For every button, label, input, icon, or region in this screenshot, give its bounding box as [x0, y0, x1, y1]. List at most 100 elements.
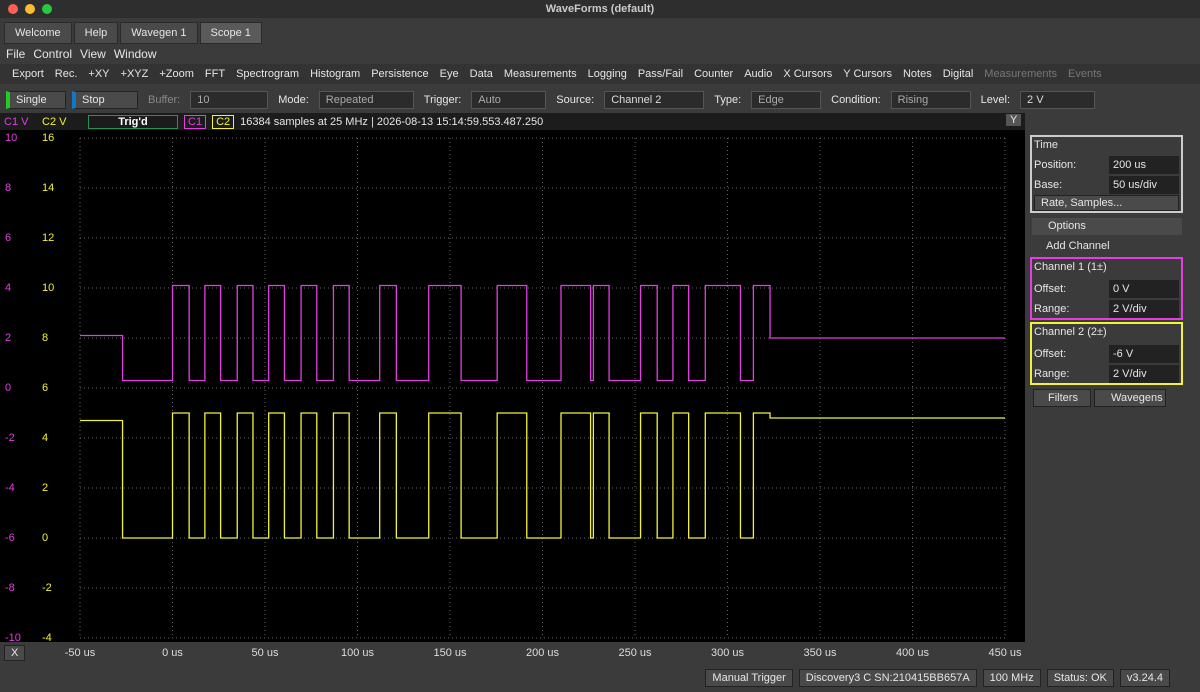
tool[interactable]: Audio — [744, 68, 773, 80]
y2-tick-label: -2 — [42, 582, 52, 594]
y-tick-label: -4 — [5, 482, 15, 494]
type[interactable]: Edge — [751, 91, 822, 109]
trace — [80, 284, 1005, 382]
y-tick-label: -8 — [5, 582, 15, 594]
add-channel[interactable]: Add Channel — [1046, 240, 1110, 252]
y2-tick-label: 0 — [42, 532, 48, 544]
minimize[interactable] — [25, 4, 35, 14]
tool[interactable]: Histogram — [310, 68, 361, 80]
channel-title: Channel 2 (2±) — [1034, 326, 1107, 338]
field-row: Range: 2 V/div — [1034, 364, 1179, 384]
y-tick-label: 6 — [5, 232, 11, 244]
x-button[interactable]: X — [4, 645, 26, 661]
y-button[interactable]: Y — [1006, 114, 1022, 126]
y2-tick-label: 8 — [42, 332, 48, 344]
tool[interactable]: Persistence — [371, 68, 429, 80]
tab[interactable]: Welcome — [4, 22, 72, 44]
trigger[interactable]: Auto — [471, 91, 547, 109]
label: Position: — [1034, 159, 1077, 171]
x-tick-label: 200 us — [526, 647, 560, 659]
options[interactable]: Options — [1032, 218, 1182, 235]
level[interactable]: 2 V — [1020, 91, 1096, 109]
source[interactable]: Channel 2 — [604, 91, 705, 109]
mode-label: Mode: — [278, 94, 309, 106]
label: Base: — [1034, 179, 1063, 191]
filters-button[interactable]: Filters — [1033, 389, 1091, 407]
tool[interactable]: Pass/Fail — [637, 68, 684, 80]
y2-tick-label: -4 — [42, 632, 52, 644]
tool[interactable]: FFT — [204, 68, 226, 80]
x-tick-label: 50 us — [252, 647, 279, 659]
menu-item[interactable]: Control — [33, 47, 73, 61]
label: Range: — [1034, 303, 1070, 315]
condition[interactable]: Rising — [890, 91, 971, 109]
condition-label: Condition: — [831, 94, 881, 106]
trigger-state: Trig'd — [88, 114, 178, 129]
range-field[interactable]: 2 V/div — [1109, 365, 1179, 383]
title-bar: WaveForms (default) — [0, 0, 1200, 18]
status: Status: OK — [1046, 669, 1114, 687]
single[interactable]: Single — [6, 91, 66, 109]
mode[interactable]: Repeated — [318, 91, 414, 109]
wavegens-button[interactable]: Wavegens — [1094, 389, 1166, 407]
tool[interactable]: +Zoom — [159, 68, 194, 80]
range-field[interactable]: 2 V/div — [1109, 300, 1179, 318]
tool[interactable]: X Cursors — [783, 68, 833, 80]
time-title: Time — [1034, 139, 1059, 151]
c1-axis-title: C1 V — [4, 115, 29, 128]
y-tick-label: 4 — [5, 282, 11, 294]
c2-badge[interactable]: C2 — [212, 114, 235, 129]
x-tick-label: 0 us — [162, 647, 183, 659]
clock[interactable]: 100 MHz — [982, 669, 1041, 687]
rate-button[interactable]: Rate, Samples... — [1034, 195, 1179, 211]
tool[interactable]: Spectrogram — [236, 68, 300, 80]
base-field[interactable]: 50 us/div — [1109, 176, 1179, 194]
trace — [80, 412, 1005, 539]
tool[interactable]: Digital — [942, 68, 974, 80]
buffer[interactable]: 10 — [190, 91, 269, 109]
y2-tick-label: 2 — [42, 482, 48, 494]
tab[interactable]: Scope 1 — [199, 22, 262, 44]
tool[interactable]: Data — [469, 68, 493, 80]
zoom[interactable] — [42, 4, 52, 14]
tool[interactable]: Y Cursors — [843, 68, 892, 80]
scope-plot: -50 us 0 us 50 us 100 us 150 us 200 us 250 us 3… — [0, 130, 1025, 659]
tab[interactable]: Wavegen 1 — [120, 22, 198, 44]
manual-trigger[interactable]: Manual Trigger — [705, 669, 793, 687]
type-label: Type: — [714, 94, 742, 106]
stop[interactable]: Stop — [72, 91, 138, 109]
tab[interactable]: Help — [73, 22, 119, 44]
x-tick-label: 400 us — [896, 647, 930, 659]
tool[interactable]: Measurements — [503, 68, 577, 80]
y-tick-label: 2 — [5, 332, 11, 344]
menu-item[interactable]: File — [6, 47, 26, 61]
tool[interactable]: +XYZ — [120, 68, 149, 80]
tool-disabled: Events — [1068, 68, 1102, 80]
plot-background — [0, 130, 1025, 642]
y-tick-label: -2 — [5, 432, 15, 444]
acquisition-info: 16384 samples at 25 MHz | 2026-08-13 15:… — [240, 115, 544, 128]
position-field[interactable]: 200 us — [1109, 156, 1179, 174]
close[interactable] — [8, 4, 18, 14]
level-label: Level: — [980, 94, 1011, 106]
channel-1-section: Channel 1 (1±) Offset: 0 V Range: 2 V/div — [1030, 257, 1183, 320]
channel-title: Channel 1 (1±) — [1034, 261, 1107, 273]
x-tick-label: 350 us — [803, 647, 837, 659]
device[interactable]: Discovery3 C SN:210415BB657A — [798, 669, 977, 687]
menu-item[interactable]: View — [80, 47, 106, 61]
offset-field[interactable]: -6 V — [1109, 345, 1179, 363]
plot-header: C1 V C2 V Trig'd C1 C2 16384 samples at … — [0, 113, 1025, 130]
tool[interactable]: Notes — [902, 68, 932, 80]
status-bar: Manual Trigger Discovery3 C SN:210415BB6… — [0, 667, 1200, 689]
tool[interactable]: Eye — [439, 68, 459, 80]
offset-field[interactable]: 0 V — [1109, 280, 1179, 298]
y2-tick-label: 14 — [42, 182, 54, 194]
c1-badge[interactable]: C1 — [184, 114, 207, 129]
tool[interactable]: +XY — [88, 68, 110, 80]
tool[interactable]: Rec. — [54, 68, 78, 80]
tool[interactable]: Logging — [587, 68, 627, 80]
y2-tick-label: 12 — [42, 232, 54, 244]
tool[interactable]: Export — [12, 68, 44, 80]
tool[interactable]: Counter — [694, 68, 734, 80]
menu-item[interactable]: Window — [113, 47, 157, 61]
